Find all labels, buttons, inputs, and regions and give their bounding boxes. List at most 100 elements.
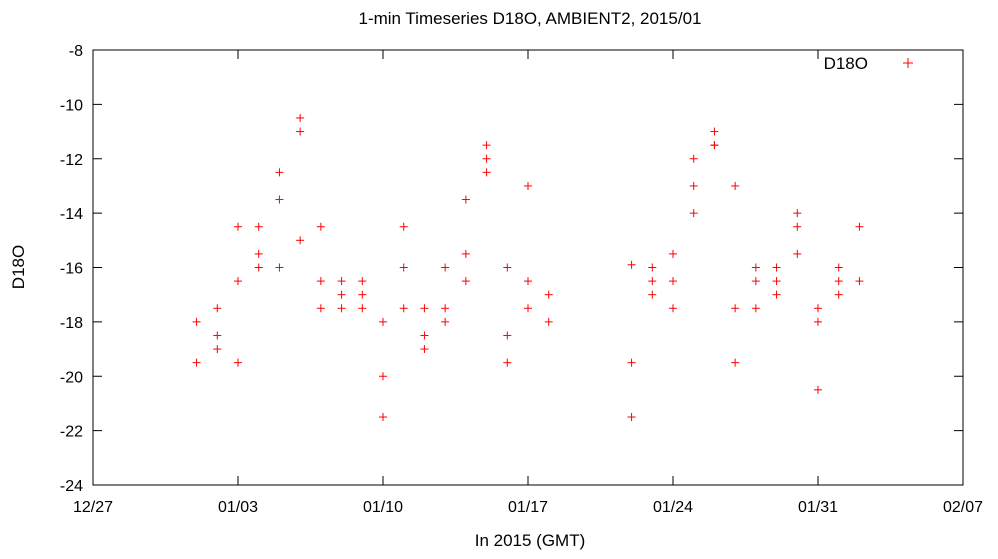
legend-marker-plus	[903, 58, 913, 68]
data-point	[234, 222, 242, 231]
data-point	[337, 290, 346, 299]
data-point	[524, 181, 532, 190]
y-tick-label: -10	[60, 97, 83, 114]
legend-label: D18O	[824, 54, 868, 73]
data-point	[793, 249, 802, 258]
data-point	[503, 358, 512, 367]
data-point	[524, 304, 532, 313]
data-point	[751, 277, 760, 286]
y-tick-label: -12	[60, 152, 83, 169]
data-point	[814, 317, 822, 326]
data-point	[461, 277, 470, 286]
data-point	[793, 209, 802, 218]
data-point	[689, 209, 698, 218]
data-point	[441, 263, 450, 272]
data-point	[689, 181, 698, 190]
legend: D18O	[824, 54, 913, 73]
legend-plus	[903, 58, 913, 68]
y-tick-label: -16	[60, 261, 83, 278]
data-point	[192, 358, 201, 367]
data-point	[648, 277, 657, 286]
data-point	[482, 154, 491, 163]
y-tick-label: -20	[60, 369, 83, 386]
data-point	[420, 304, 429, 313]
x-tick-label: 02/07	[943, 499, 983, 516]
data-point	[669, 249, 677, 258]
x-tick-label: 01/17	[508, 499, 548, 516]
y-tick-label: -14	[60, 206, 83, 223]
data-point	[296, 127, 305, 136]
data-point	[441, 317, 450, 326]
data-point	[627, 413, 636, 422]
data-point	[524, 277, 532, 286]
data-point	[731, 304, 740, 313]
data-point	[420, 331, 429, 340]
data-point	[731, 358, 740, 367]
data-point	[316, 304, 325, 313]
data-point	[627, 358, 636, 367]
data-point	[482, 141, 491, 150]
data-point	[710, 127, 719, 136]
data-point	[213, 345, 222, 354]
data-point	[689, 154, 698, 163]
data-point	[358, 277, 367, 286]
x-axis-label: In 2015 (GMT)	[475, 531, 586, 550]
data-point	[316, 222, 325, 231]
data-point	[710, 141, 719, 150]
data-point	[461, 249, 470, 258]
data-point	[316, 277, 325, 286]
data-point	[772, 277, 781, 286]
chart-title: 1-min Timeseries D18O, AMBIENT2, 2015/01	[359, 9, 702, 28]
data-point	[275, 263, 284, 272]
data-point	[420, 345, 429, 354]
data-point	[296, 236, 305, 245]
data-point	[399, 304, 408, 313]
data-point	[544, 317, 553, 326]
data-point	[337, 277, 346, 286]
data-point	[669, 304, 677, 313]
x-axis: 12/27 01/03 01/10 01/17 01/24 01/31 02/07	[73, 50, 983, 516]
y-axis-label: D18O	[9, 245, 28, 289]
data-point	[254, 263, 263, 272]
data-point	[772, 290, 781, 299]
data-point	[834, 263, 843, 272]
data-point	[648, 290, 657, 299]
data-point	[275, 168, 284, 177]
data-point	[254, 222, 263, 231]
data-point	[731, 181, 740, 190]
data-point	[855, 277, 864, 286]
data-point	[234, 358, 242, 367]
data-point	[379, 413, 387, 422]
x-tick-label: 01/31	[798, 499, 838, 516]
y-tick-label: -18	[60, 315, 83, 332]
data-point	[751, 304, 760, 313]
data-point	[627, 260, 636, 269]
data-point	[254, 249, 263, 258]
data-point	[834, 290, 843, 299]
data-point	[544, 290, 553, 299]
x-tick-label: 12/27	[73, 499, 113, 516]
data-point	[751, 263, 760, 272]
data-point	[296, 113, 305, 122]
data-point	[461, 195, 470, 204]
data-points	[192, 113, 864, 422]
data-point	[855, 222, 864, 231]
data-point	[337, 304, 346, 313]
data-point	[358, 290, 367, 299]
data-point	[669, 277, 677, 286]
y-tick-label: -8	[69, 43, 83, 60]
data-point	[834, 277, 843, 286]
data-point	[399, 263, 408, 272]
data-point	[482, 168, 491, 177]
data-point	[379, 372, 387, 381]
data-point	[503, 263, 512, 272]
data-point	[275, 195, 284, 204]
data-point	[814, 385, 822, 394]
data-point	[814, 304, 822, 313]
data-point	[234, 277, 242, 286]
data-point	[213, 331, 222, 340]
data-point	[772, 263, 781, 272]
data-point	[192, 317, 201, 326]
